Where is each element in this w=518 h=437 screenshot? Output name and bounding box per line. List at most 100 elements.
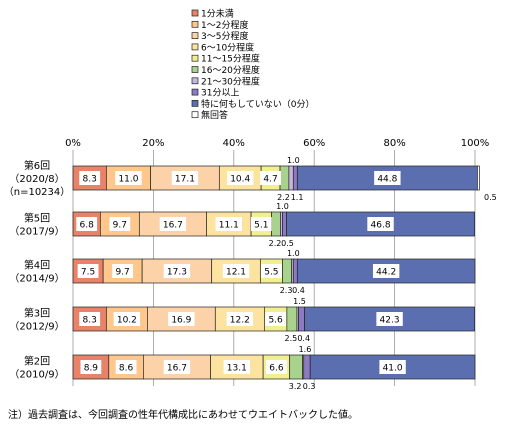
data-label-4-8: 1.5 (293, 297, 306, 306)
x-tick-label-5: 80% (383, 138, 405, 149)
data-label-5-5: 6.6 (269, 364, 284, 374)
data-label-1-1: 8.3 (83, 175, 97, 185)
data-label-bg-1-5 (260, 171, 281, 185)
data-label-bg-2-4 (215, 217, 242, 231)
data-label-2-9: 46.8 (371, 221, 391, 231)
data-label-bg-2-2 (109, 217, 131, 231)
legend-swatch-6 (191, 66, 199, 73)
category-label-1-1: 第6回 (24, 159, 50, 172)
data-label-2-6: 2.2 (269, 239, 282, 248)
data-label-5-4: 13.1 (227, 364, 247, 374)
bar-segment-3-6 (282, 258, 293, 284)
data-label-4-4: 12.2 (230, 316, 250, 326)
data-label-bg-4-9 (376, 312, 403, 326)
category-label-5-2: （2010/9） (9, 369, 64, 381)
data-label-4-5: 5.6 (268, 316, 283, 326)
category-label-3-2: （2014/9） (9, 273, 64, 285)
data-label-5-7: 0.3 (303, 382, 316, 391)
data-label-bg-4-4 (226, 312, 254, 326)
category-label-5-1: 第2回 (24, 355, 50, 368)
data-label-bg-2-5 (250, 217, 272, 231)
data-label-1-5: 4.7 (263, 175, 277, 185)
data-label-4-1: 8.3 (83, 316, 97, 326)
data-label-bg-4-2 (113, 312, 141, 326)
data-label-bg-5-5 (266, 360, 287, 374)
x-tick-label-1: 0% (65, 138, 81, 149)
category-label-4-1: 第3回 (24, 307, 50, 320)
x-tick-label-6: 100% (461, 138, 490, 149)
data-label-bg-5-1 (80, 360, 102, 374)
data-label-1-9: 44.8 (377, 175, 397, 185)
bar-segment-4-4 (214, 306, 265, 332)
data-label-bg-2-9 (367, 217, 394, 231)
legend-label-6: 16～20分程度 (201, 64, 260, 76)
data-label-2-5: 5.1 (254, 221, 268, 231)
legend-swatch-4 (191, 43, 199, 51)
data-label-bg-4-5 (265, 312, 287, 326)
data-label-2-1: 6.8 (80, 221, 95, 231)
data-label-bg-1-4 (227, 171, 254, 185)
bar-segment-4-8 (298, 306, 305, 332)
data-label-5-3: 16.7 (167, 364, 187, 374)
legend-swatch-5 (191, 54, 199, 62)
legend-label-8: 31分以上 (201, 88, 239, 99)
bar-segment-2-8 (282, 211, 287, 237)
x-tick-label-2: 20% (142, 138, 164, 149)
data-label-bg-3-3 (163, 264, 191, 278)
legend-swatch-7 (191, 77, 199, 85)
data-label-4-9: 42.3 (380, 316, 400, 326)
bar-segment-2-6 (271, 211, 281, 237)
data-label-bg-3-5 (260, 264, 282, 278)
data-label-bg-5-3 (163, 360, 191, 374)
data-label-2-4: 11.1 (219, 221, 239, 231)
data-label-bg-4-3 (168, 312, 195, 326)
legend-label-2: 1～2分程度 (201, 19, 248, 31)
chart-footnote: 注）過去調査は、今回調査の性年代構成比にあわせてウエイトバックした値。 (8, 408, 358, 421)
data-label-2-3: 16.7 (163, 221, 183, 231)
category-label-4-2: （2012/9） (9, 321, 64, 333)
bar-segment-3-8 (292, 258, 298, 284)
legend-label-1: 1分未満 (201, 8, 234, 20)
data-label-bg-5-9 (379, 360, 406, 374)
data-label-1-10: 0.5 (484, 193, 497, 202)
bar-segment-5-6 (289, 354, 303, 380)
legend-label-7: 21～30分程度 (201, 75, 260, 87)
data-label-5-6: 3.2 (289, 382, 302, 391)
x-tick-label-3: 40% (223, 138, 245, 149)
legend-swatch-10 (191, 111, 199, 119)
chart-legend: 1分未満1～2分程度3～5分程度6～10分程度11～15分程度16～20分程度2… (191, 8, 314, 121)
data-labels-group: 8.3 11.0 17.1 10.4 4.7 44.82.2 1.11.00.56.8 9.7… (76, 156, 497, 391)
data-label-1-6: 2.2 (277, 193, 290, 202)
bar-segment-1-8 (292, 165, 298, 191)
data-label-1-3: 17.1 (175, 175, 195, 185)
legend-label-4: 6～10分程度 (201, 41, 254, 53)
data-label-3-1: 7.5 (81, 268, 95, 278)
data-label-bg-3-4 (222, 264, 250, 278)
data-label-3-8: 1.0 (287, 249, 300, 258)
data-label-5-8: 1.6 (299, 345, 312, 354)
data-label-3-5: 5.5 (264, 268, 278, 278)
legend-swatch-8 (191, 88, 199, 96)
legend-label-10: 無回答 (201, 109, 228, 121)
category-label-1-2: （2020/8） (9, 173, 64, 185)
data-label-4-6: 2.5 (285, 334, 298, 343)
data-label-3-4: 12.1 (226, 268, 246, 278)
data-label-3-9: 44.2 (376, 268, 396, 278)
legend-label-5: 11～15分程度 (201, 53, 260, 65)
bar-segment-1-6 (279, 165, 290, 191)
category-label-2-2: （2017/9） (9, 226, 64, 238)
data-label-2-7: 0.5 (281, 239, 294, 248)
data-label-bg-3-1 (77, 264, 99, 278)
data-label-bg-2-3 (159, 217, 187, 231)
data-label-5-2: 8.6 (119, 364, 134, 374)
data-label-bg-5-4 (223, 360, 251, 374)
data-label-5-9: 41.0 (383, 364, 403, 374)
data-label-bg-2-1 (76, 217, 98, 231)
category-label-3-1: 第4回 (24, 259, 50, 272)
data-label-4-2: 10.2 (117, 316, 137, 326)
data-label-4-3: 16.9 (171, 316, 191, 326)
y-axis-category-labels: 第6回（2020/8）（n=10234） 第5回（2017/9） 第4回（2014/… (4, 159, 71, 381)
data-label-bg-4-1 (79, 312, 101, 326)
data-label-2-8: 1.0 (276, 202, 289, 211)
